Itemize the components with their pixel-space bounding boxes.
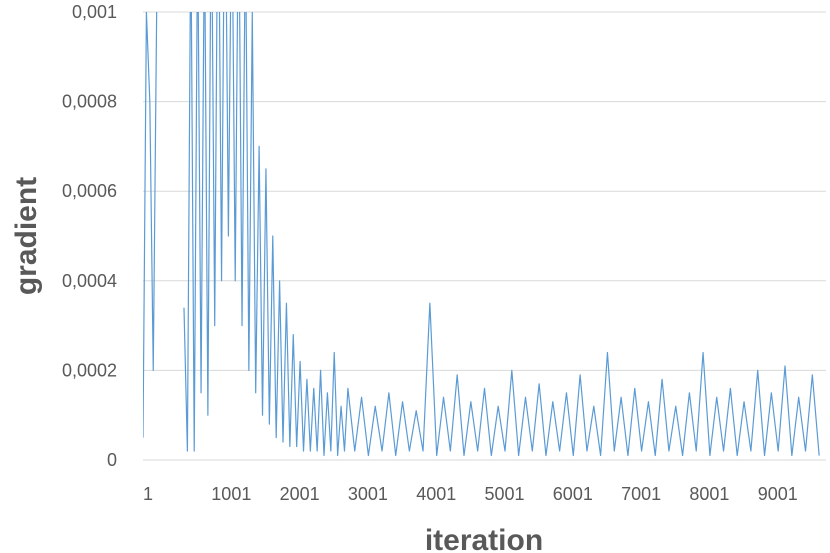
x-tick-label: 3001 — [348, 484, 388, 504]
x-tick-label: 1001 — [211, 484, 251, 504]
x-tick-label: 5001 — [485, 484, 525, 504]
x-tick-label: 4001 — [416, 484, 456, 504]
tick-labels: 0 0,0002 0,0004 0,0006 0,0008 0,001 1 1001 2001 3… — [62, 2, 798, 504]
x-tick-label: 7001 — [621, 484, 661, 504]
x-tick-label: 8001 — [689, 484, 729, 504]
x-axis-title: iteration — [425, 524, 543, 553]
x-tick-label: 2001 — [280, 484, 320, 504]
y-tick-label: 0,0004 — [62, 271, 117, 291]
x-tick-label: 6001 — [553, 484, 593, 504]
y-tick-label: 0,001 — [72, 2, 117, 22]
y-tick-label: 0 — [107, 450, 117, 470]
y-tick-label: 0,0002 — [62, 360, 117, 380]
plot-area — [143, 12, 820, 457]
x-tick-label: 1 — [143, 484, 153, 504]
data-line — [143, 12, 820, 457]
x-tick-label: 9001 — [758, 484, 798, 504]
y-tick-label: 0,0006 — [62, 181, 117, 201]
y-axis-title: gradient — [10, 177, 43, 295]
y-tick-label: 0,0008 — [62, 92, 117, 112]
